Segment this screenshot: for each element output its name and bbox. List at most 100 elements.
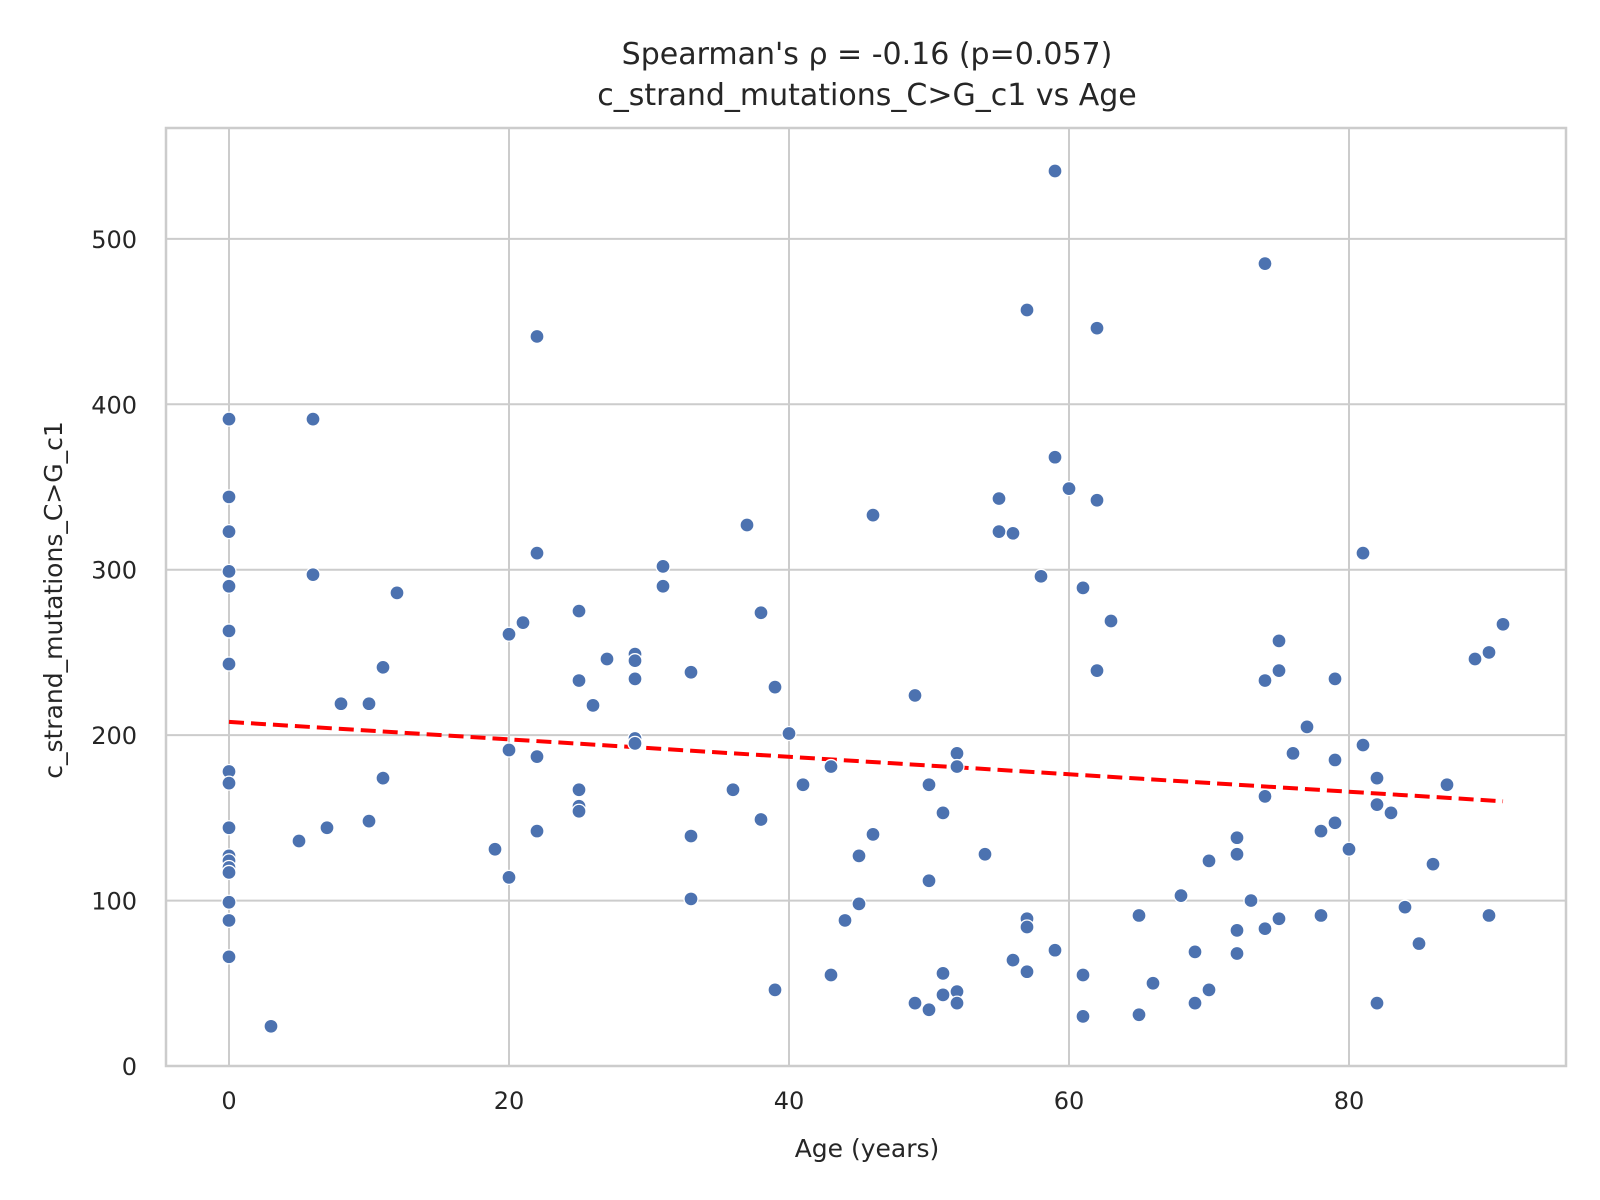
chart-subtitle: c_strand_mutations_C>G_c1 vs Age	[597, 78, 1137, 113]
data-point	[1425, 856, 1441, 872]
data-point	[1397, 899, 1413, 915]
y-tick-label: 200	[91, 722, 137, 750]
data-point	[655, 558, 671, 575]
data-point	[305, 567, 321, 583]
x-tick-label: 80	[1334, 1087, 1365, 1115]
data-point	[753, 605, 769, 621]
y-tick-label: 300	[91, 557, 137, 585]
data-point	[767, 982, 783, 998]
data-point	[221, 578, 237, 594]
data-point	[333, 696, 349, 712]
data-point	[501, 742, 517, 758]
data-point	[529, 823, 545, 839]
data-point	[1327, 752, 1343, 768]
data-point	[1047, 942, 1063, 958]
data-point	[585, 697, 601, 714]
data-point	[221, 524, 237, 540]
data-point	[949, 745, 965, 761]
data-point	[1075, 580, 1091, 596]
data-point	[1411, 935, 1427, 952]
data-point	[599, 651, 615, 667]
data-point	[1019, 919, 1035, 935]
data-point	[529, 748, 545, 765]
data-point	[221, 775, 237, 791]
data-point	[1089, 492, 1105, 508]
data-point	[1229, 922, 1245, 938]
data-point	[501, 869, 517, 886]
data-point	[683, 828, 699, 844]
data-point	[515, 614, 531, 631]
data-point	[627, 735, 643, 752]
data-point	[655, 578, 671, 594]
data-point	[221, 489, 237, 505]
data-point	[627, 653, 643, 669]
data-point	[921, 777, 937, 793]
data-point	[1495, 616, 1511, 632]
data-point	[851, 848, 867, 864]
data-point	[725, 782, 741, 798]
data-point	[1047, 449, 1063, 465]
data-point	[1271, 662, 1287, 679]
data-point	[1271, 911, 1287, 927]
data-point	[1355, 545, 1371, 561]
data-point	[781, 725, 797, 742]
data-point	[795, 777, 811, 793]
y-tick-label: 100	[91, 888, 137, 916]
data-point	[1131, 1007, 1147, 1023]
data-point	[837, 912, 853, 929]
data-point	[935, 965, 951, 982]
data-point	[1313, 823, 1329, 839]
data-point	[1173, 887, 1189, 904]
data-point	[865, 507, 881, 523]
data-point	[361, 813, 377, 829]
data-point	[1047, 163, 1063, 179]
data-point	[501, 626, 517, 642]
data-points	[221, 163, 1511, 1034]
data-point	[1061, 480, 1077, 497]
data-point	[1103, 613, 1119, 629]
data-point	[1369, 995, 1385, 1011]
data-point	[1341, 841, 1357, 857]
data-point	[991, 490, 1007, 507]
data-point	[221, 563, 237, 580]
data-point	[571, 672, 587, 689]
data-point	[361, 696, 377, 712]
data-point	[571, 603, 587, 619]
data-point	[935, 805, 951, 821]
data-point	[1369, 796, 1385, 813]
x-tick-label: 0	[221, 1087, 236, 1115]
data-point	[1369, 770, 1385, 786]
data-point	[1187, 944, 1203, 960]
data-point	[907, 687, 923, 704]
data-point	[221, 623, 237, 639]
data-point	[1439, 777, 1455, 793]
data-point	[823, 967, 839, 983]
data-point	[1467, 651, 1483, 667]
data-point	[907, 995, 923, 1011]
data-point	[1257, 788, 1273, 804]
data-point	[1327, 671, 1343, 687]
data-point	[375, 659, 391, 675]
data-point	[935, 987, 951, 1003]
data-point	[627, 671, 643, 687]
data-point	[529, 328, 545, 345]
x-axis-label: Age (years)	[795, 1134, 940, 1163]
data-point	[1075, 1008, 1091, 1025]
y-axis-label: c_strand_mutations_C>G_c1	[39, 421, 68, 779]
data-point	[977, 846, 993, 862]
data-point	[571, 803, 587, 819]
data-point	[221, 864, 237, 881]
data-point	[1075, 967, 1091, 983]
data-point	[767, 679, 783, 695]
data-point	[291, 833, 307, 849]
data-point	[949, 995, 965, 1011]
data-point	[1131, 907, 1147, 924]
data-point	[1201, 982, 1217, 998]
plot-frame	[164, 126, 1568, 1068]
data-point	[683, 664, 699, 680]
data-point	[1271, 633, 1287, 649]
data-point	[221, 411, 237, 427]
data-point	[921, 1002, 937, 1018]
data-point	[1019, 302, 1035, 318]
